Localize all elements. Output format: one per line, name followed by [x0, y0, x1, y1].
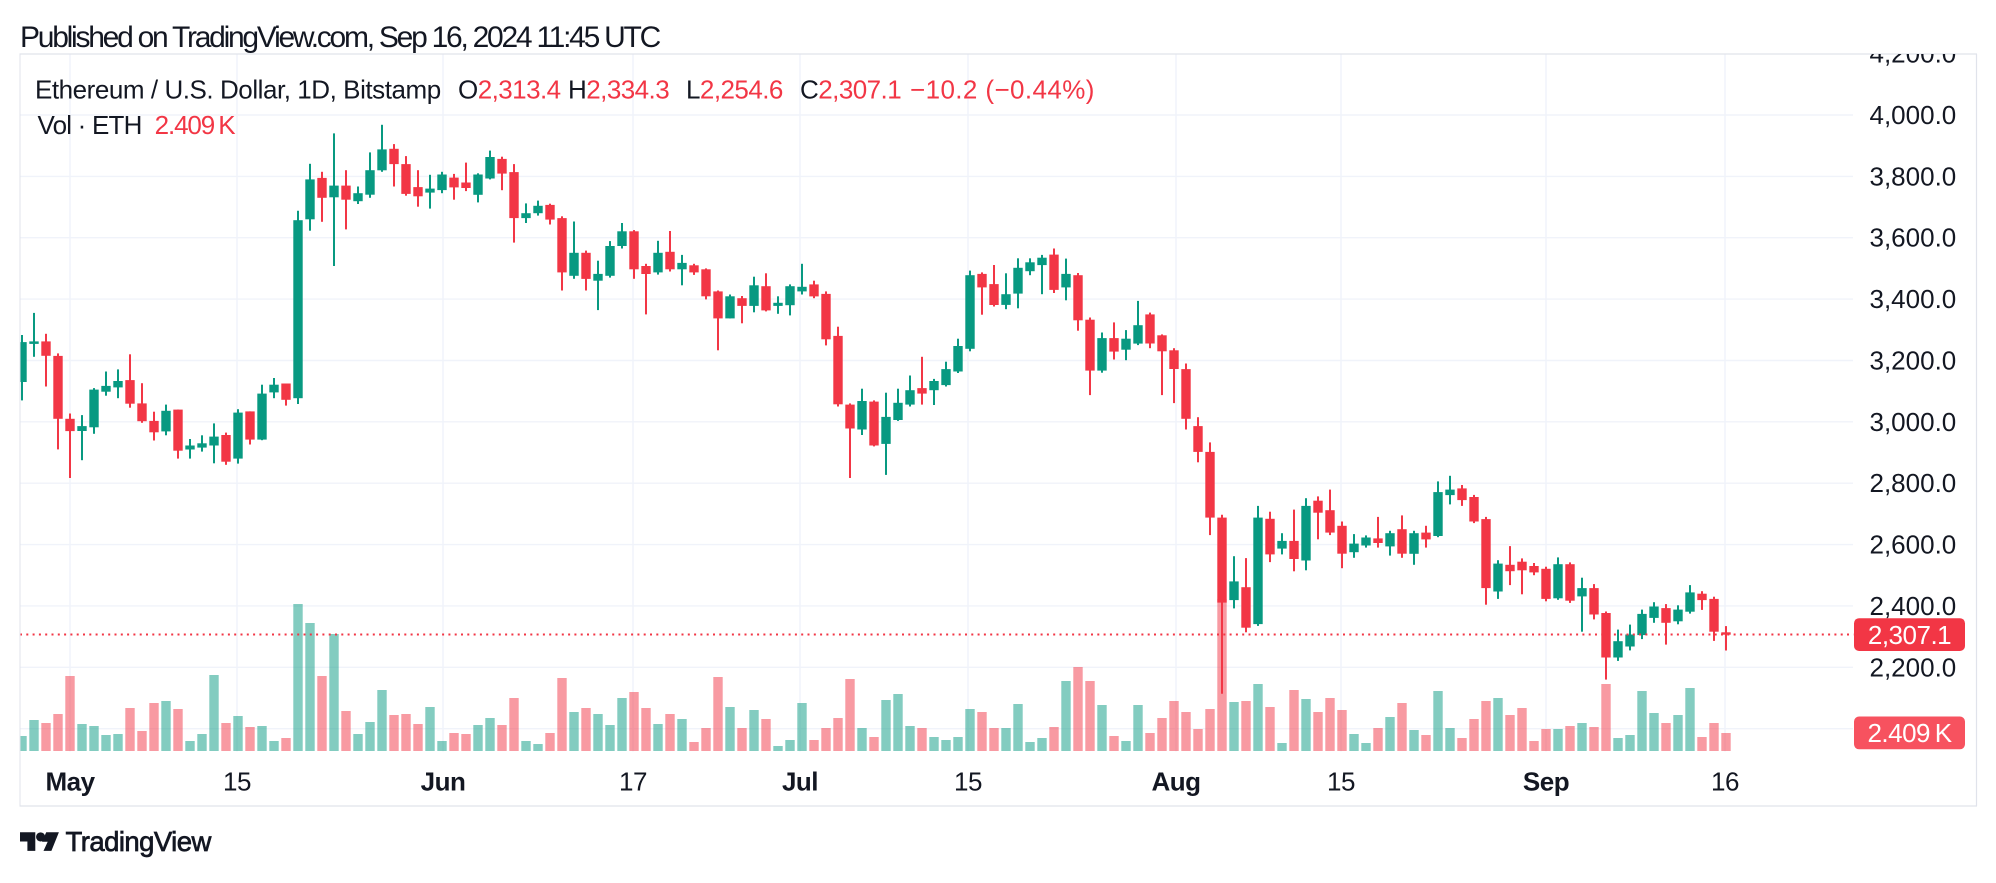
- svg-text:2.409 K: 2.409 K: [1867, 718, 1952, 748]
- svg-text:15: 15: [954, 767, 982, 797]
- svg-text:4,000.0: 4,000.0: [1870, 100, 1957, 130]
- svg-text:Aug: Aug: [1151, 767, 1200, 797]
- svg-text:Jun: Jun: [421, 767, 466, 797]
- svg-text:3,000.0: 3,000.0: [1870, 407, 1957, 437]
- svg-text:15: 15: [1327, 767, 1355, 797]
- svg-text:TradingView: TradingView: [66, 826, 212, 857]
- svg-text:2,400.0: 2,400.0: [1870, 591, 1957, 621]
- svg-text:Jul: Jul: [782, 767, 818, 797]
- svg-text:2,800.0: 2,800.0: [1870, 468, 1957, 498]
- svg-text:3,600.0: 3,600.0: [1870, 223, 1957, 253]
- svg-text:4,200.0: 4,200.0: [1870, 39, 1957, 69]
- svg-text:Ethereum / U.S. Dollar, 1D, Bi: Ethereum / U.S. Dollar, 1D, Bitstamp: [35, 75, 441, 105]
- svg-text:3,800.0: 3,800.0: [1870, 161, 1957, 191]
- svg-text:2,200.0: 2,200.0: [1870, 652, 1957, 682]
- svg-text:May: May: [45, 767, 95, 797]
- svg-text:Vol · ETH: Vol · ETH: [38, 110, 142, 140]
- svg-text:17: 17: [619, 767, 647, 797]
- svg-text:O2,313.4H2,334.3L2,254.6C2,307: O2,313.4 H2,334.3 L2,254.6 C2,307.1 −10.2 (−…: [458, 75, 1095, 105]
- svg-text:Published on TradingView.com,: Published on TradingView.com, Sep 16, 20…: [20, 21, 661, 54]
- svg-text:2,600.0: 2,600.0: [1870, 530, 1957, 560]
- svg-text:2,307.1: 2,307.1: [1868, 620, 1951, 650]
- svg-text:3,400.0: 3,400.0: [1870, 284, 1957, 314]
- svg-text:2.409 K: 2.409 K: [155, 110, 237, 140]
- svg-text:Sep: Sep: [1523, 767, 1569, 797]
- svg-text:15: 15: [223, 767, 251, 797]
- svg-text:16: 16: [1711, 767, 1739, 797]
- svg-text:3,200.0: 3,200.0: [1870, 346, 1957, 376]
